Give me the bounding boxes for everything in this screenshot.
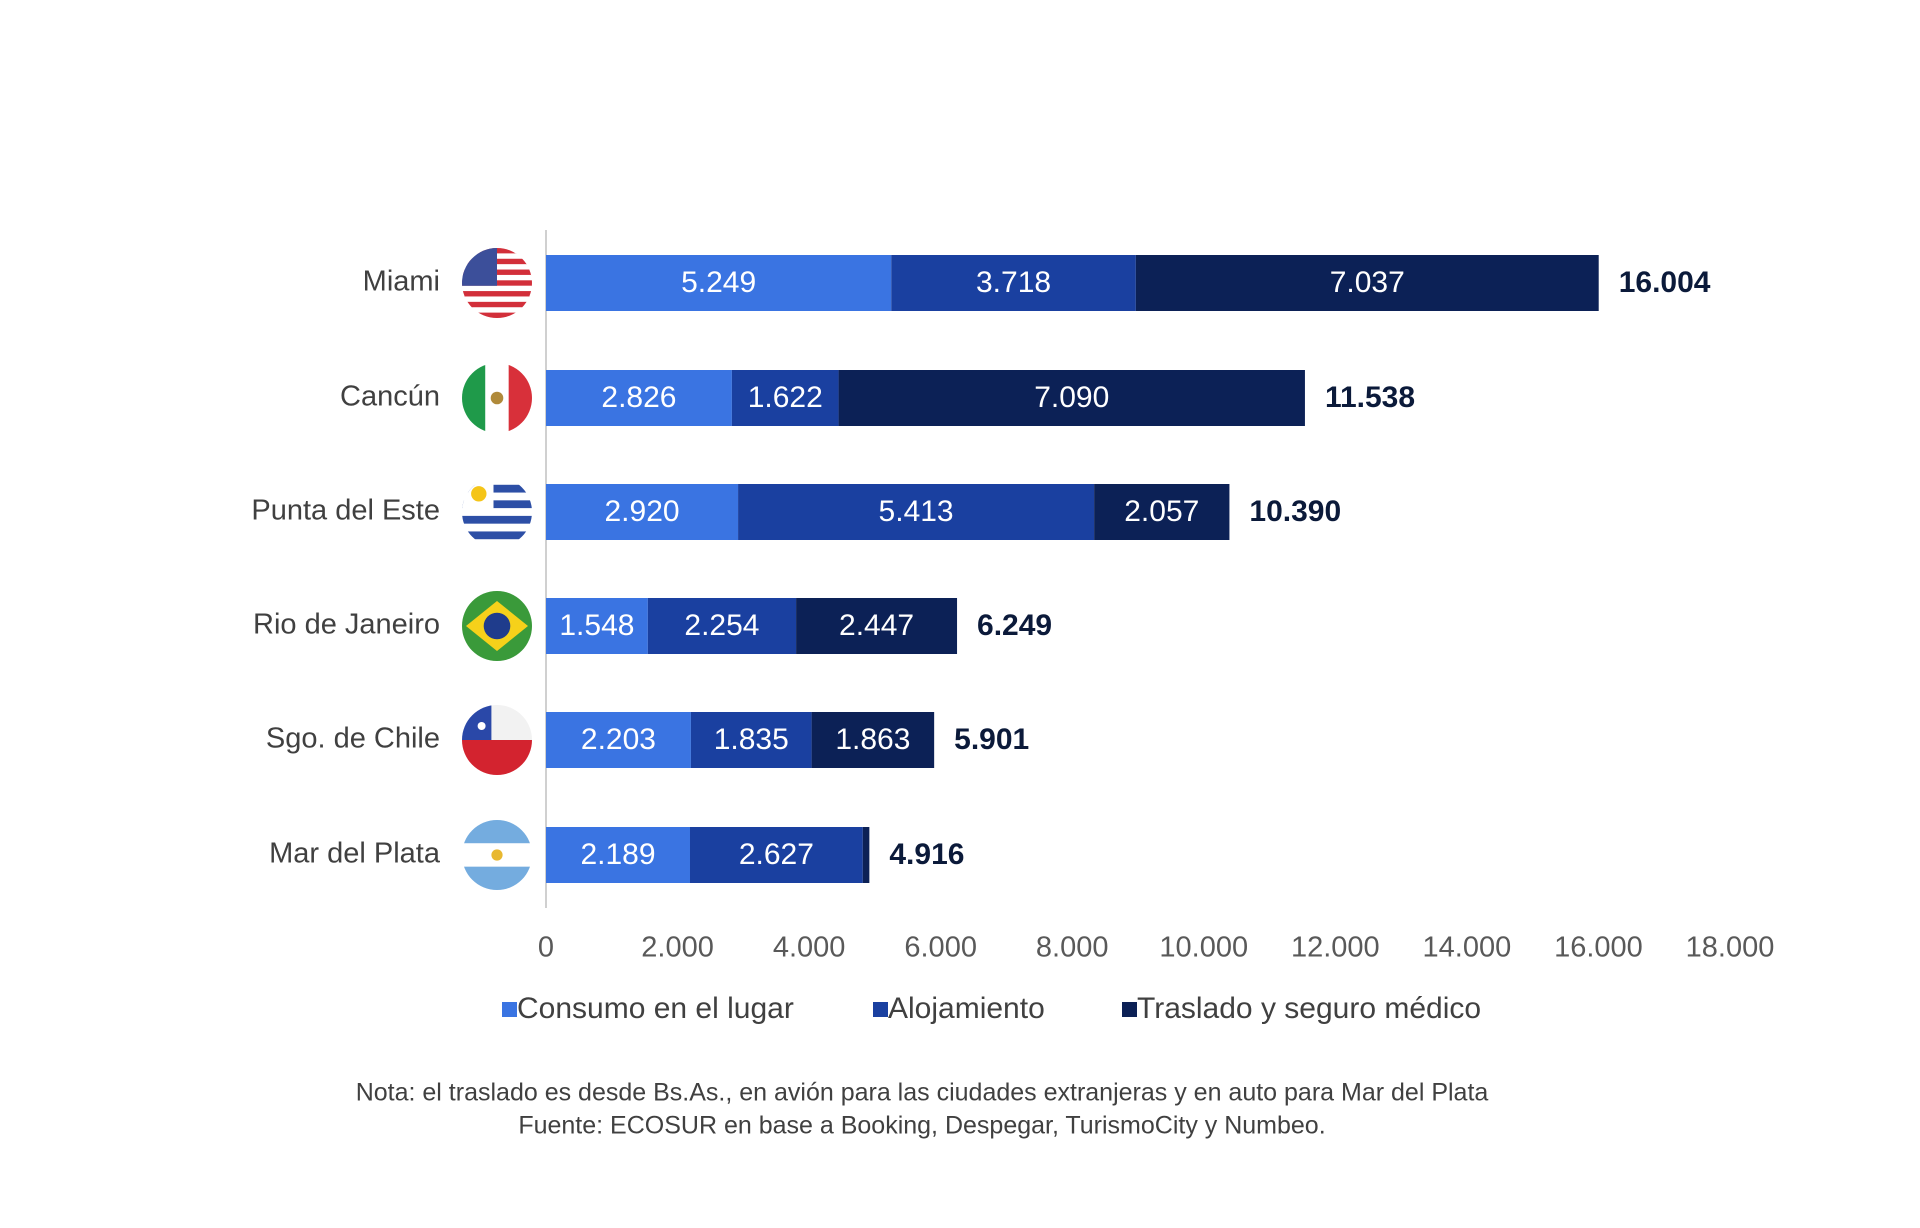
- x-tick-label: 0: [538, 932, 554, 964]
- x-tick-label: 18.000: [1686, 932, 1775, 964]
- flag: [462, 248, 532, 318]
- flag: [462, 705, 532, 775]
- x-tick-label: 12.000: [1291, 932, 1380, 964]
- value-label: 5.413: [879, 495, 954, 528]
- total-label: 5.901: [954, 723, 1029, 756]
- flag-part: [462, 866, 532, 890]
- flag-part: [462, 705, 492, 740]
- category-label: Miami: [363, 266, 440, 298]
- bar-segment: [546, 255, 892, 311]
- value-label: 3.718: [976, 266, 1051, 299]
- legend-label: Consumo en el lugar: [517, 992, 794, 1025]
- legend-swatch: [502, 1002, 517, 1017]
- bar-segment: [546, 598, 648, 654]
- bar-segment: [690, 712, 812, 768]
- legend-swatch: [873, 1002, 888, 1017]
- flag: [462, 591, 532, 661]
- flag-part: [462, 500, 532, 509]
- bar-segment: [862, 827, 870, 883]
- value-label: 1.548: [559, 609, 634, 642]
- flag-part: [477, 722, 486, 730]
- bar-segment: [546, 827, 690, 883]
- value-label: 2.447: [839, 609, 914, 642]
- note: Fuente: ECOSUR en base a Booking, Despeg…: [518, 1112, 1325, 1140]
- value-label: 2.920: [604, 495, 679, 528]
- value-label: 2.627: [739, 838, 814, 871]
- value-label: 2.203: [581, 723, 656, 756]
- bar-segment: [689, 827, 863, 883]
- bar-segment: [546, 484, 739, 540]
- flag-part: [462, 531, 532, 540]
- flag-part: [491, 849, 503, 861]
- value-label: 1.835: [714, 723, 789, 756]
- x-tick-label: 10.000: [1159, 932, 1248, 964]
- bar-segment: [811, 712, 935, 768]
- flag-part: [483, 612, 511, 640]
- flag-part: [462, 740, 532, 775]
- flag: [462, 477, 532, 547]
- value-label: 7.037: [1330, 266, 1405, 299]
- flag-part: [462, 484, 532, 493]
- total-label: 11.538: [1325, 381, 1415, 414]
- flag-part: [462, 248, 497, 286]
- category-label: Punta del Este: [251, 495, 440, 527]
- legend-label: Traslado y seguro médico: [1137, 992, 1481, 1025]
- legend-label: Alojamiento: [888, 992, 1045, 1025]
- bar-segment: [731, 370, 839, 426]
- bar-segment: [546, 712, 691, 768]
- x-tick-label: 8.000: [1036, 932, 1109, 964]
- x-tick-label: 6.000: [904, 932, 977, 964]
- flag: [462, 363, 532, 433]
- bar-segment: [738, 484, 1095, 540]
- flag-part: [462, 363, 486, 433]
- category-label: Cancún: [340, 381, 440, 413]
- category-label: Sgo. de Chile: [266, 723, 440, 755]
- total-label: 10.390: [1249, 495, 1341, 528]
- x-tick-label: 4.000: [773, 932, 846, 964]
- flag-part: [508, 363, 532, 433]
- value-label: 2.057: [1124, 495, 1199, 528]
- flag-part: [471, 486, 487, 502]
- legend-swatch: [1122, 1002, 1137, 1017]
- flag-part: [462, 312, 532, 318]
- bar-segment: [647, 598, 797, 654]
- flag-part: [462, 291, 532, 297]
- total-label: 4.916: [889, 838, 964, 871]
- value-label: 7.090: [1034, 381, 1109, 414]
- bar-segment: [838, 370, 1305, 426]
- x-tick-label: 16.000: [1554, 932, 1643, 964]
- value-label: 2.189: [580, 838, 655, 871]
- bar-segment: [1135, 255, 1599, 311]
- total-label: 6.249: [977, 609, 1052, 642]
- x-tick-label: 2.000: [641, 932, 714, 964]
- value-label: 2.826: [601, 381, 676, 414]
- value-label: 1.622: [748, 381, 823, 414]
- flag-part: [462, 307, 532, 314]
- flag-part: [462, 296, 532, 303]
- flag-part: [462, 515, 532, 524]
- flag-part: [490, 391, 504, 405]
- x-tick-label: 14.000: [1423, 932, 1512, 964]
- category-label: Rio de Janeiro: [253, 609, 440, 641]
- value-label: 1.863: [835, 723, 910, 756]
- flag: [462, 820, 532, 890]
- flag-part: [462, 301, 532, 308]
- total-label: 16.004: [1619, 266, 1711, 299]
- bar-segment: [546, 370, 732, 426]
- flag-part: [462, 820, 532, 844]
- note: Nota: el traslado es desde Bs.As., en av…: [356, 1079, 1489, 1107]
- bar-segment: [1094, 484, 1230, 540]
- value-label: 2.254: [684, 609, 759, 642]
- bar-segment: [796, 598, 958, 654]
- bar-segment: [891, 255, 1136, 311]
- flag-part: [462, 285, 532, 292]
- category-label: Mar del Plata: [269, 838, 441, 870]
- value-label: 5.249: [681, 266, 756, 299]
